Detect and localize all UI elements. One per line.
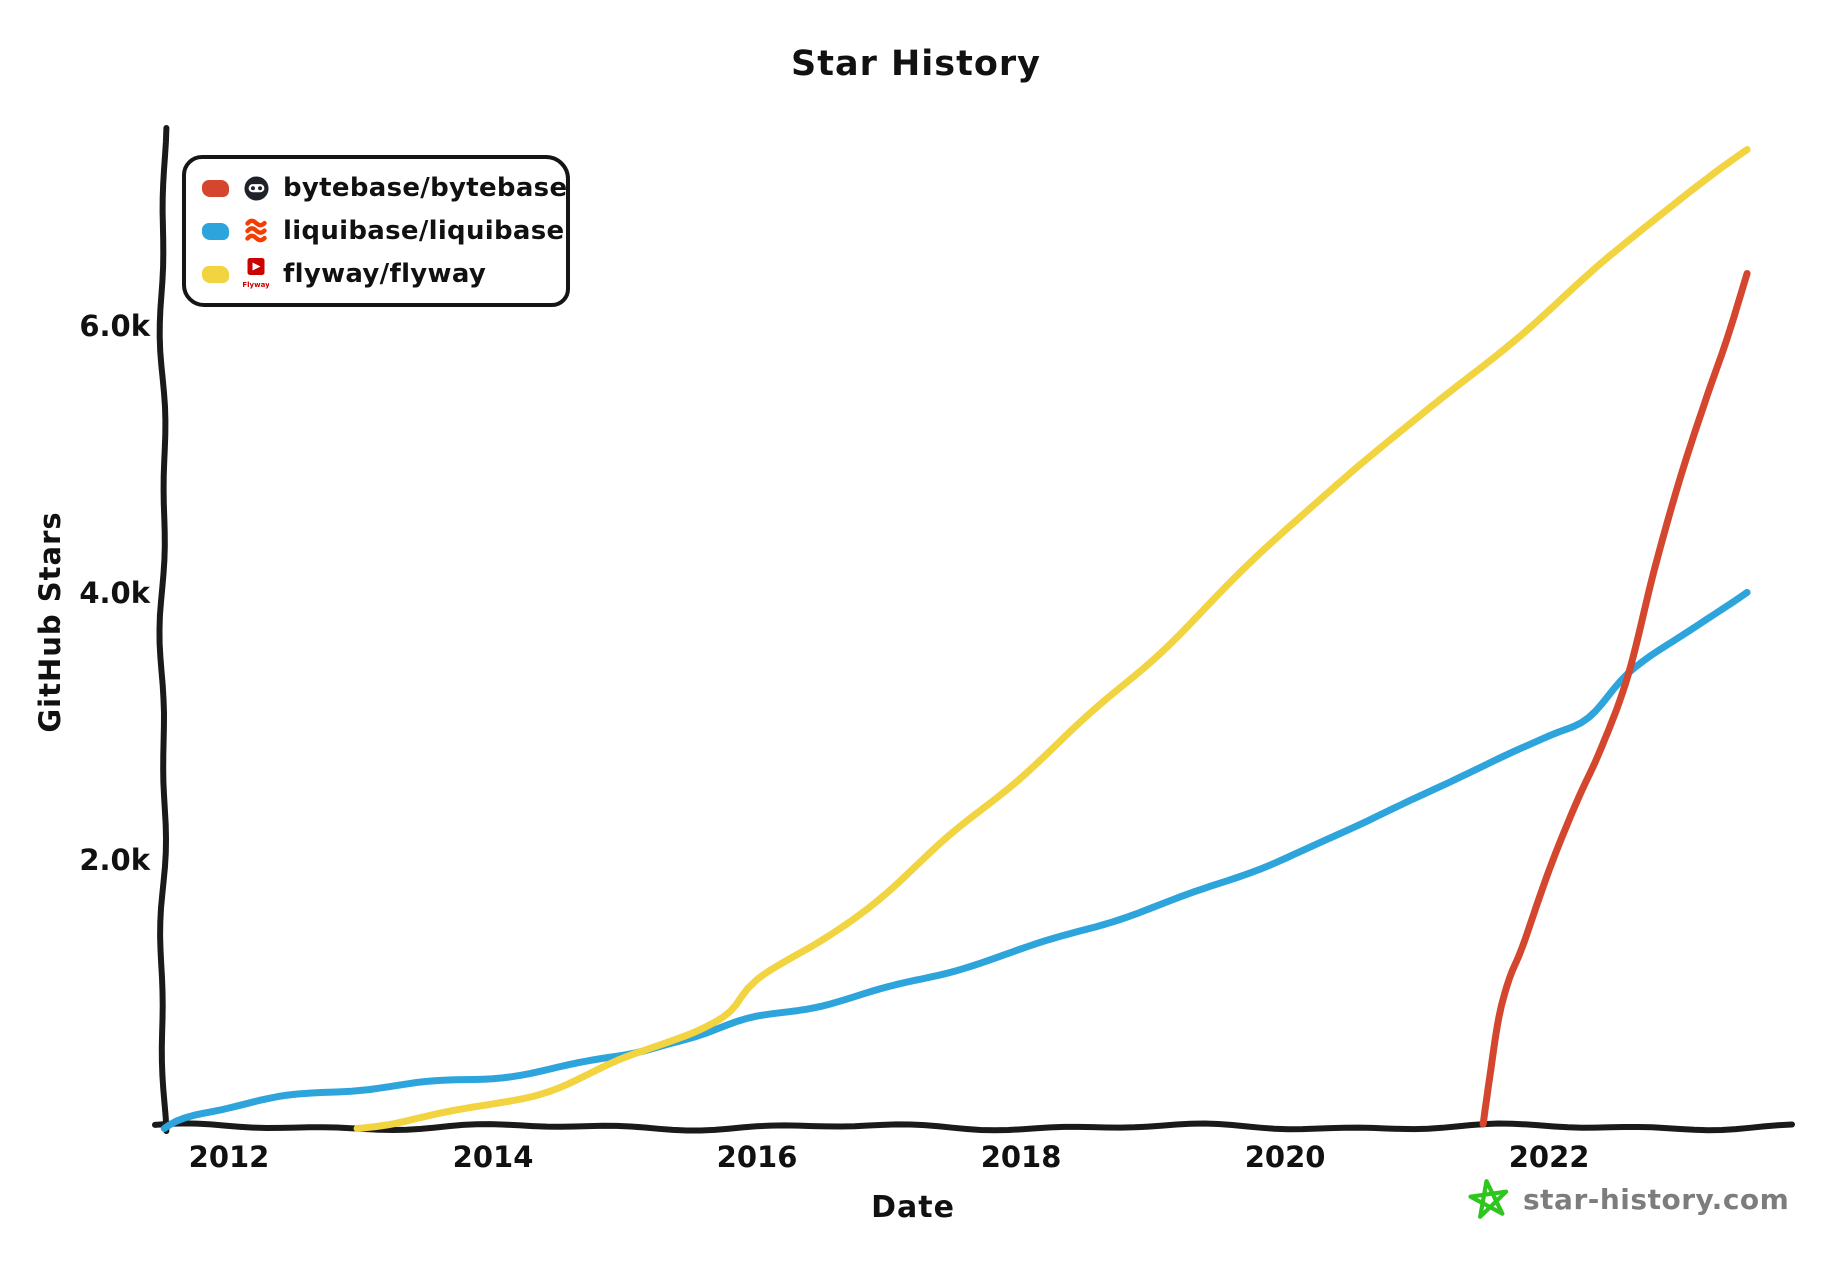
x-tick-2016: 2016 — [717, 1140, 798, 1174]
x-tick-2018: 2018 — [981, 1140, 1062, 1174]
y-axis-title: GitHub Stars — [33, 511, 67, 733]
x-axis-title: Date — [871, 1190, 955, 1225]
liquibase-logo-icon — [242, 213, 270, 249]
legend-item-liquibase: liquibase/liquibase — [202, 213, 564, 249]
y-tick-4.0k: 4.0k — [79, 576, 150, 610]
watermark: star-history.com — [1468, 1178, 1789, 1220]
series-line-liquibase — [160, 588, 1751, 1132]
y-tick-6.0k: 6.0k — [79, 309, 150, 343]
x-tick-2014: 2014 — [453, 1140, 534, 1174]
legend-item-bytebase: bytebase/bytebase — [202, 170, 567, 206]
series-line-flyway — [353, 146, 1751, 1132]
watermark-text: star-history.com — [1523, 1182, 1790, 1216]
y-axis-line — [156, 125, 170, 1134]
legend-label: bytebase/bytebase — [283, 173, 568, 203]
liquibase-color-swatch — [202, 222, 229, 240]
bytebase-logo-icon — [242, 170, 270, 206]
legend-label: liquibase/liquibase — [283, 216, 565, 246]
y-tick-2.0k: 2.0k — [79, 843, 150, 877]
legend: bytebase/bytebase liquibase/liquibase Fl… — [182, 155, 570, 307]
legend-item-flyway: Flyway flyway/flyway — [202, 256, 552, 292]
bytebase-color-swatch — [202, 179, 229, 197]
star-doodle-icon — [1468, 1178, 1510, 1220]
x-axis-line — [152, 1120, 1795, 1134]
flyway-logo-caption: Flyway — [243, 281, 269, 289]
legend-label: flyway/flyway — [283, 259, 487, 289]
x-tick-2022: 2022 — [1509, 1140, 1590, 1174]
flyway-logo-icon: Flyway — [242, 256, 270, 292]
x-tick-2012: 2012 — [189, 1140, 270, 1174]
flyway-color-swatch — [202, 265, 229, 283]
x-tick-2020: 2020 — [1245, 1140, 1326, 1174]
chart-title: Star History — [791, 44, 1041, 84]
series-line-bytebase — [1479, 270, 1751, 1128]
